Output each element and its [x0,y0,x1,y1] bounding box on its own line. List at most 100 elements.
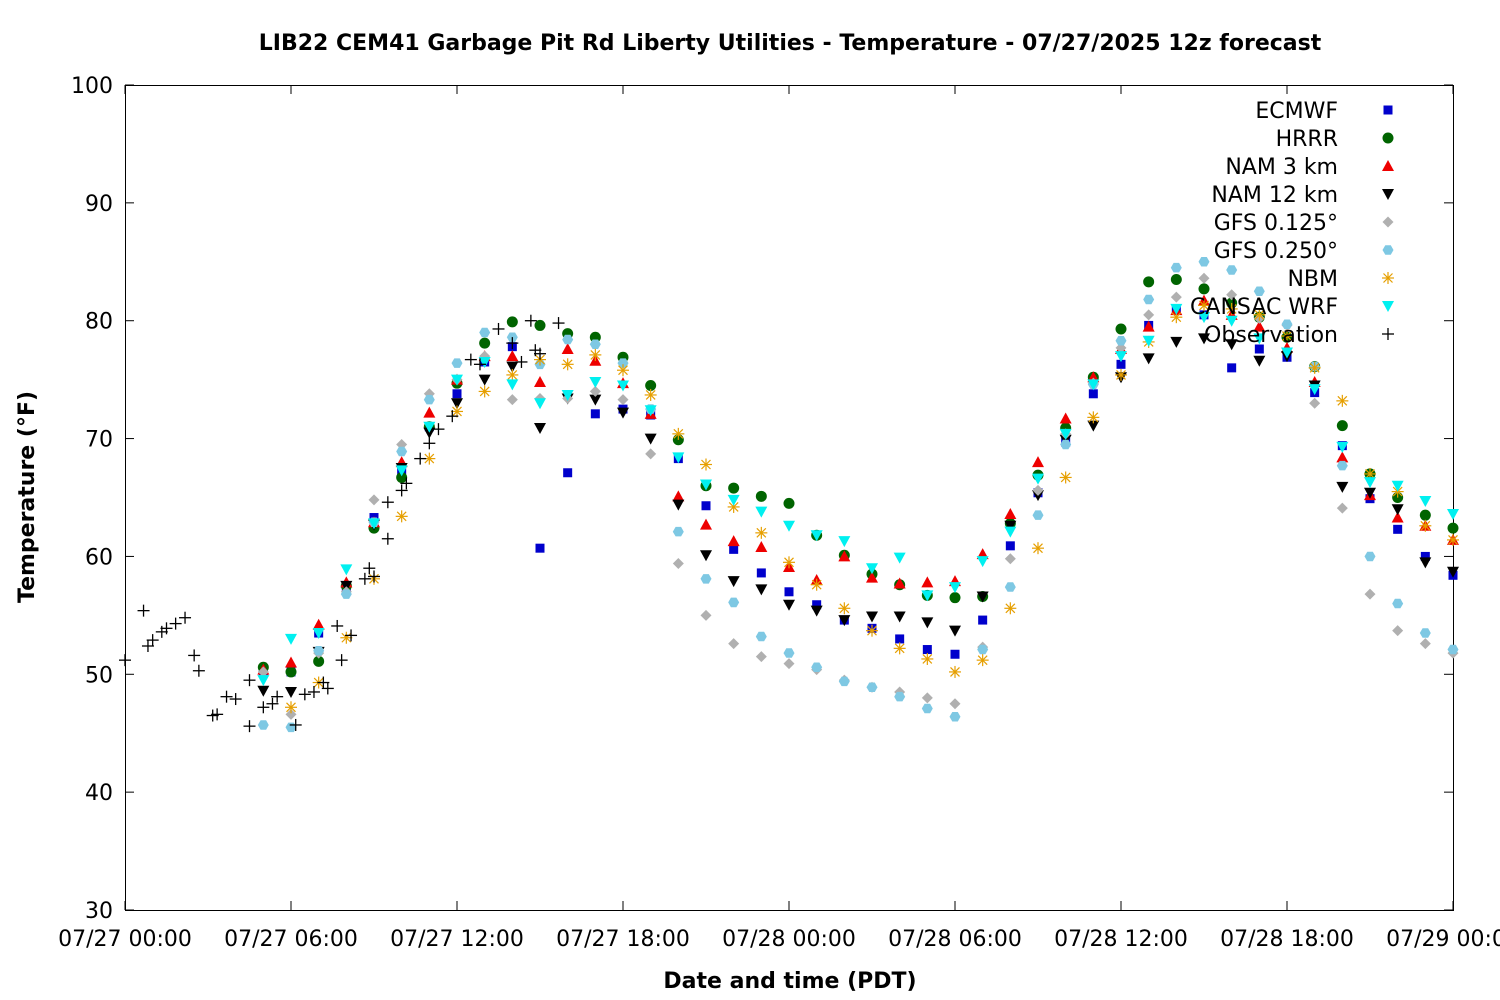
data-point [700,609,712,621]
data-point [229,693,242,706]
series-ecmwf [258,305,1458,677]
y-tick-label: 30 [85,899,113,924]
data-point [141,640,154,652]
data-point [645,448,657,460]
data-point [451,374,463,386]
data-point [921,692,933,704]
data-point [414,452,427,465]
data-point [590,409,600,419]
data-point [478,374,491,386]
data-point [1170,303,1183,315]
data-point [451,398,463,410]
x-tick-label: 07/28 00:00 [722,927,856,952]
data-point [368,494,380,506]
legend-label: NAM 12 km [1211,183,1338,208]
data-point [1447,566,1459,578]
legend-label: Observation [1204,323,1338,348]
data-point [617,407,629,419]
y-tick-label: 100 [71,74,113,99]
data-point [866,611,878,623]
data-point [396,471,408,483]
data-point [783,599,795,611]
data-point [446,410,459,423]
legend-label: NAM 3 km [1225,155,1338,180]
legend-marker [1383,105,1393,115]
data-point [243,674,256,687]
legend-marker [1382,301,1394,312]
data-point [1336,481,1349,493]
data-point [1170,273,1182,285]
data-point [672,499,685,511]
data-point [700,458,712,471]
data-point [285,708,297,720]
data-point [1336,441,1349,453]
data-point [589,385,601,397]
data-point [313,655,325,667]
data-point [562,334,574,345]
data-point [701,501,711,511]
legend-marker [1382,132,1394,144]
data-point [1308,384,1321,396]
data-point [1198,299,1210,312]
data-point [478,356,491,368]
data-point [561,343,574,354]
data-point [783,556,795,569]
data-point [617,380,629,392]
legend-marker [1382,272,1394,284]
data-point [423,421,436,433]
data-point [672,452,685,464]
legend: ECMWF HRRR NAM 3 km NAM 12 km GFS 0.125° GFS … [1190,99,1394,348]
data-point [243,720,256,733]
data-point [728,597,740,608]
data-point [921,652,934,665]
data-point [838,536,851,548]
data-point [755,631,767,642]
data-point [423,427,436,439]
data-point [395,510,408,523]
data-point [1059,471,1072,484]
data-point [672,558,684,569]
data-point [1419,519,1432,532]
legend-label: NBM [1287,267,1338,292]
data-point [1391,511,1404,523]
data-point [589,377,602,388]
y-tick-label: 40 [85,781,113,806]
data-point [976,556,989,568]
data-point [755,541,768,552]
data-point [1226,265,1238,275]
data-point [1115,351,1127,363]
data-point [506,316,518,328]
data-point [838,676,850,687]
data-point [285,666,297,678]
data-point [1088,389,1098,399]
data-point [1087,379,1100,391]
data-point [451,405,463,418]
data-point [1143,309,1155,321]
y-tick-label: 90 [85,192,113,217]
data-point [1142,335,1155,347]
data-point [1281,319,1293,329]
data-point [893,642,906,655]
data-point [1143,294,1155,305]
data-point [893,552,906,564]
legend-label: CANSAC WRF [1190,295,1338,320]
data-point [1336,394,1349,407]
data-point [1198,257,1210,267]
data-point [257,675,270,687]
data-point [1391,504,1404,516]
data-point [1253,355,1266,367]
data-point [949,582,961,594]
data-point [492,322,505,335]
data-points [119,257,1459,733]
x-axis-title: Date and time (PDT) [663,969,916,994]
data-point [285,722,297,733]
data-point [812,600,822,610]
data-point [921,576,934,588]
data-point [921,590,934,602]
data-point [644,433,657,445]
data-point [506,350,519,362]
data-point [1004,520,1017,532]
series-observation [119,314,565,733]
data-point [589,339,601,349]
data-point [452,389,462,399]
